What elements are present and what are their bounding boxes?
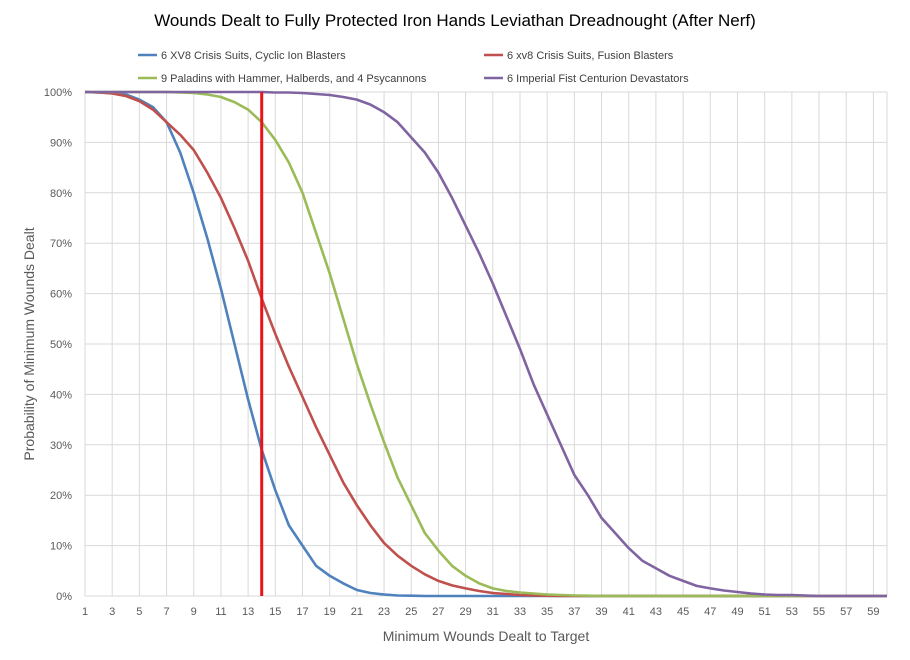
legend-item: 6 Imperial Fist Centurion Devastators xyxy=(484,73,689,85)
x-tick-label: 35 xyxy=(541,606,553,618)
x-tick-label: 31 xyxy=(487,606,499,618)
x-tick-label: 41 xyxy=(623,606,635,618)
y-tick-label: 100% xyxy=(44,87,72,99)
y-tick-label: 20% xyxy=(50,490,72,502)
x-tick-label: 9 xyxy=(191,606,197,618)
y-tick-label: 90% xyxy=(50,137,72,149)
x-tick-label: 5 xyxy=(136,606,142,618)
series-line-3 xyxy=(85,90,887,598)
y-tick-label: 70% xyxy=(50,238,72,250)
x-tick-label: 21 xyxy=(351,606,363,618)
x-tick-label: 3 xyxy=(109,606,115,618)
x-tick-label: 15 xyxy=(269,606,281,618)
x-axis-label: Minimum Wounds Dealt to Target xyxy=(383,628,590,644)
series-line-4 xyxy=(85,90,887,598)
x-tick-label: 57 xyxy=(840,606,852,618)
x-tick-label: 11 xyxy=(215,606,226,618)
x-tick-label: 49 xyxy=(731,606,743,618)
legend-item: 6 xv8 Crisis Suits, Fusion Blasters xyxy=(484,50,674,62)
y-tick-label: 50% xyxy=(50,339,72,351)
x-tick-label: 47 xyxy=(704,606,716,618)
x-tick-label: 13 xyxy=(242,606,254,618)
x-tick-label: 17 xyxy=(296,606,308,618)
x-tick-label: 59 xyxy=(867,606,879,618)
y-tick-label: 40% xyxy=(50,389,72,401)
x-tick-label: 53 xyxy=(786,606,798,618)
series-lines xyxy=(84,90,887,598)
y-tick-label: 60% xyxy=(50,289,72,301)
legend-item: 6 XV8 Crisis Suits, Cyclic Ion Blasters xyxy=(138,50,346,62)
x-tick-label: 51 xyxy=(759,606,771,618)
chart-title: Wounds Dealt to Fully Protected Iron Han… xyxy=(154,11,756,30)
legend-item: 9 Paladins with Hammer, Halberds, and 4 … xyxy=(138,73,427,85)
x-tick-label: 7 xyxy=(163,606,169,618)
x-tick-label: 19 xyxy=(324,606,336,618)
gridlines xyxy=(84,91,888,597)
x-tick-label: 39 xyxy=(595,606,607,618)
x-tick-label: 55 xyxy=(813,606,825,618)
x-tick-label: 25 xyxy=(405,606,417,618)
x-tick-label: 23 xyxy=(378,606,390,618)
legend: 6 XV8 Crisis Suits, Cyclic Ion Blasters 6… xyxy=(138,50,689,85)
x-tick-label: 37 xyxy=(568,606,580,618)
y-axis-label: Probability of Minimum Wounds Dealt xyxy=(21,227,37,460)
y-tick-label: 80% xyxy=(50,188,72,200)
legend-label: 6 XV8 Crisis Suits, Cyclic Ion Blasters xyxy=(161,50,346,62)
legend-label: 6 xv8 Crisis Suits, Fusion Blasters xyxy=(507,50,674,62)
x-tick-label: 43 xyxy=(650,606,662,618)
y-tick-label: 10% xyxy=(50,541,72,553)
y-axis: 0% 10% 20% 30% 40% 50% 60% 70% 80% 90% 100% xyxy=(44,87,72,603)
legend-label: 9 Paladins with Hammer, Halberds, and 4 … xyxy=(161,73,427,85)
x-axis: 1 3 5 7 9 11 13 15 17 19 21 23 25 27 29 31 33 35 37 39 41 43 4… xyxy=(82,606,880,618)
y-tick-label: 30% xyxy=(50,440,72,452)
x-tick-label: 1 xyxy=(82,606,88,618)
y-tick-label: 0% xyxy=(56,591,72,603)
legend-label: 6 Imperial Fist Centurion Devastators xyxy=(507,73,689,85)
x-tick-label: 45 xyxy=(677,606,689,618)
x-tick-label: 27 xyxy=(432,606,444,618)
x-tick-label: 29 xyxy=(459,606,471,618)
x-tick-label: 33 xyxy=(514,606,526,618)
